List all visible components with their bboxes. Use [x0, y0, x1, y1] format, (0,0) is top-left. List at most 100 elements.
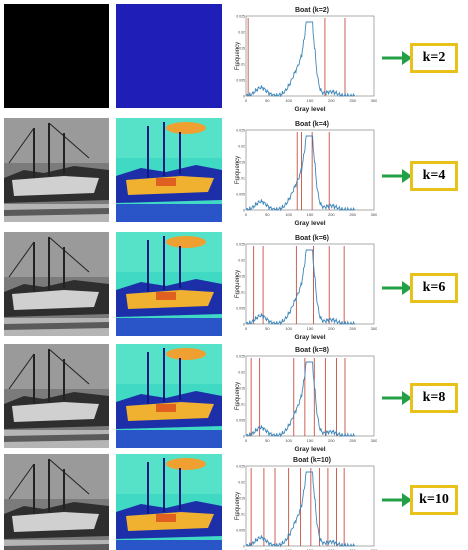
x-tick-label: 300	[371, 548, 377, 550]
y-tick-label: 0.02	[238, 371, 245, 375]
result-row-k2: Boat (k=2) 0 0.005 0.01 0.015 0.02 0.025 0 50 1…	[0, 4, 468, 113]
histogram-title: Boat (k=4)	[295, 121, 329, 128]
x-axis-label: Gray level	[294, 446, 325, 453]
y-tick-label: 0.005	[236, 79, 245, 83]
k-label-box: k=4	[410, 161, 458, 191]
result-row-k8: Boat (k=8) 0 0.005 0.01 0.015 0.02 0.025 0 50 1…	[0, 344, 468, 453]
y-tick-label: 0.005	[236, 419, 245, 423]
y-tick-label: 0.015	[236, 275, 245, 279]
k-label-box: k=2	[410, 43, 458, 73]
x-tick-label: 100	[285, 326, 292, 331]
x-tick-label: 0	[245, 438, 248, 443]
y-tick-label: 0.02	[238, 481, 245, 485]
x-ticks: 0 50 100 150 200 250 300	[245, 326, 377, 331]
y-axis-label: Frequency	[235, 492, 241, 520]
segmented-gray-image	[4, 232, 109, 336]
y-tick-label: 0.025	[236, 355, 245, 359]
k-label: k=10	[419, 492, 449, 507]
x-tick-label: 0	[245, 98, 248, 103]
plot-area	[245, 15, 375, 97]
histogram-title: Boat (k=2)	[295, 7, 329, 14]
k-label: k=4	[422, 168, 446, 183]
y-tick-label: 0.005	[236, 193, 245, 197]
pseudocolor-image	[116, 4, 222, 108]
y-tick-label: 0.02	[238, 31, 245, 35]
y-tick-label: 0.015	[236, 47, 245, 51]
threshold-lines	[250, 468, 345, 546]
segmented-gray-image	[4, 454, 109, 550]
result-row-k10: Boat (k=10) 0 0.005 0.01 0.015 0.02 0.025 0 50…	[0, 454, 468, 550]
x-axis-label: Gray level	[294, 220, 325, 227]
segmented-gray-image	[4, 118, 109, 222]
y-tick-label: 0.025	[236, 15, 245, 19]
threshold-lines	[247, 18, 346, 96]
y-ticks: 0 0.005 0.01 0.015 0.02 0.025	[236, 129, 245, 213]
x-tick-label: 150	[307, 212, 314, 217]
x-tick-label: 0	[245, 548, 248, 550]
x-tick-label: 0	[245, 326, 248, 331]
plot-area	[245, 243, 375, 325]
y-tick-label: 0.025	[236, 465, 245, 469]
y-tick-label: 0.01	[238, 403, 245, 407]
arrow-right-icon	[382, 281, 412, 295]
x-tick-label: 150	[307, 326, 314, 331]
gray-boat-picture	[4, 232, 109, 336]
x-ticks: 0 50 100 150 200 250 300	[245, 548, 377, 550]
pseudocolor-image	[116, 454, 222, 550]
x-axis-label: Gray level	[294, 106, 325, 113]
x-tick-label: 50	[265, 212, 270, 217]
y-tick-label: 0	[243, 545, 245, 549]
y-tick-label: 0.005	[236, 307, 245, 311]
x-tick-label: 50	[265, 438, 270, 443]
y-tick-label: 0.025	[236, 243, 245, 247]
y-ticks: 0 0.005 0.01 0.015 0.02 0.025	[236, 15, 245, 99]
x-ticks: 0 50 100 150 200 250 300	[245, 212, 377, 217]
x-tick-label: 300	[371, 326, 377, 331]
x-tick-label: 250	[349, 212, 356, 217]
pseudocolor-image	[116, 118, 222, 222]
histogram-curve	[245, 135, 356, 212]
x-tick-label: 0	[245, 212, 248, 217]
x-tick-label: 250	[349, 438, 356, 443]
y-axis-label: Frequency	[235, 382, 241, 410]
x-tick-label: 250	[349, 98, 356, 103]
y-tick-label: 0.02	[238, 259, 245, 263]
histogram-curve	[245, 21, 356, 98]
x-tick-label: 100	[285, 438, 292, 443]
x-tick-label: 100	[285, 212, 292, 217]
gray-boat-picture	[4, 454, 109, 550]
y-tick-label: 0.015	[236, 161, 245, 165]
x-tick-label: 200	[328, 548, 335, 550]
arrow-right-icon	[382, 493, 412, 507]
gray-boat-picture	[4, 344, 109, 448]
histogram-title: Boat (k=8)	[295, 347, 329, 354]
histogram-chart: Boat (k=10) 0 0.005 0.01 0.015 0.02 0.025 0 50…	[235, 457, 377, 550]
plot-area	[245, 129, 375, 211]
histogram-curve	[245, 361, 356, 438]
color-boat-picture	[116, 232, 222, 336]
y-tick-label: 0.025	[236, 129, 245, 133]
x-tick-label: 150	[307, 98, 314, 103]
histogram-chart: Boat (k=4) 0 0.005 0.01 0.015 0.02 0.025 0 50 1…	[235, 121, 377, 227]
gray-boat-picture	[4, 118, 109, 222]
k-label-box: k=8	[410, 383, 458, 413]
segmented-gray-image	[4, 344, 109, 448]
x-tick-label: 250	[349, 548, 356, 550]
y-tick-label: 0	[243, 95, 245, 99]
x-tick-label: 50	[265, 326, 270, 331]
arrow-right-icon	[382, 391, 412, 405]
x-tick-label: 100	[285, 98, 292, 103]
pseudocolor-image	[116, 232, 222, 336]
k-label-box: k=6	[410, 273, 458, 303]
histogram-curve	[245, 249, 356, 326]
histogram-curve	[245, 471, 356, 548]
y-tick-label: 0.02	[238, 145, 245, 149]
x-ticks: 0 50 100 150 200 250 300	[245, 438, 377, 443]
x-axis-label: Gray level	[294, 334, 325, 341]
histogram-chart: Boat (k=2) 0 0.005 0.01 0.015 0.02 0.025 0 50 1…	[235, 7, 377, 113]
y-axis-label: Frequency	[235, 42, 241, 70]
y-tick-label: 0.01	[238, 177, 245, 181]
plot-area	[245, 355, 375, 437]
segmented-gray-image	[4, 4, 109, 108]
y-ticks: 0 0.005 0.01 0.015 0.02 0.025	[236, 355, 245, 439]
